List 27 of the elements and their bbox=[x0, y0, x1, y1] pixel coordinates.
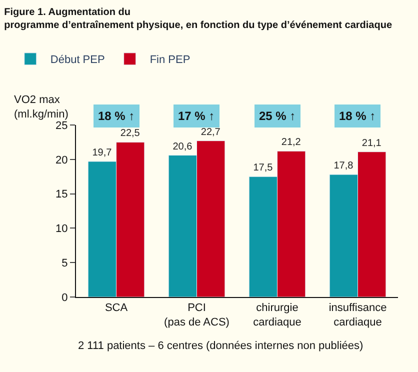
x-tick-label: SCA bbox=[104, 302, 128, 314]
data-label: 19,7 bbox=[92, 147, 112, 158]
text: 2 111 patients – 6 centres (données internes non publiées) bbox=[78, 340, 364, 352]
chart-title: Figure 1. Augmentation du programme d’entraînement physique, en fonction du type d’événement cardiaque bbox=[4, 6, 392, 31]
text: 18 % ↑ bbox=[98, 109, 135, 123]
legend-label: Fin PEP bbox=[150, 54, 190, 66]
data-label: 17,8 bbox=[334, 160, 354, 172]
y-tick-label: 15 bbox=[56, 188, 68, 201]
x-tick-label: insuffisance cardiaque bbox=[328, 302, 387, 328]
y-tick-label: 25 bbox=[56, 120, 68, 132]
text: 17 % ↑ bbox=[178, 109, 215, 123]
y-tick-label: 20 bbox=[56, 154, 68, 166]
x-tick-label: PCI (pas de ACS) bbox=[164, 302, 230, 328]
y-tick-label: 0 bbox=[62, 292, 68, 304]
legend-label: Début PEP bbox=[50, 54, 105, 66]
data-label: 17,5 bbox=[253, 162, 274, 174]
x-tick-label: chirurgie cardiaque bbox=[253, 302, 302, 328]
data-label: 22,7 bbox=[200, 126, 221, 138]
data-label: 21,1 bbox=[362, 138, 382, 149]
y-tick-label: 10 bbox=[56, 223, 68, 236]
y-axis-title: VO2 max (ml.kg/min) bbox=[14, 94, 68, 120]
data-label: 22,5 bbox=[120, 128, 140, 140]
text: 25 % ↑ bbox=[259, 109, 296, 123]
data-label: 21,2 bbox=[281, 137, 302, 148]
data-label: 20,6 bbox=[172, 141, 193, 152]
y-tick-label: 5 bbox=[62, 257, 68, 270]
text: 18 % ↑ bbox=[339, 109, 376, 123]
